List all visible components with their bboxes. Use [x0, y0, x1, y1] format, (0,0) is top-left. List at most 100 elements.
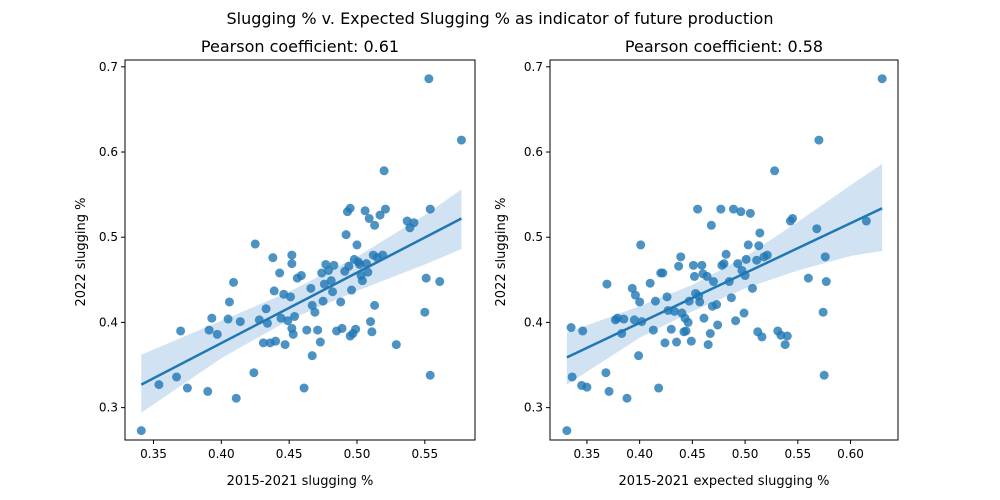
- left-data-point: [310, 307, 320, 317]
- right-confidence-band: [566, 163, 883, 385]
- left-data-point: [420, 307, 430, 317]
- right-data-point: [660, 338, 670, 348]
- left-y-tick-label: 0.3: [99, 401, 118, 415]
- left-y-tick-label: 0.6: [99, 145, 118, 159]
- right-data-point: [812, 224, 822, 234]
- left-data-point: [337, 323, 347, 333]
- left-data-point: [235, 317, 245, 327]
- right-data-point: [635, 297, 645, 307]
- left-x-tick-label: 0.45: [276, 447, 303, 461]
- left-axes-frame: [124, 59, 476, 441]
- right-data-point: [686, 336, 696, 346]
- left-data-point: [203, 386, 213, 396]
- right-axes-frame: [549, 59, 899, 441]
- right-data-point: [743, 240, 753, 250]
- right-plot-title: Pearson coefficient: 0.58: [625, 37, 823, 56]
- right-data-point: [782, 331, 792, 341]
- right-x-tick-label: 0.40: [626, 447, 653, 461]
- left-data-point: [279, 289, 289, 299]
- left-data-point: [154, 380, 164, 390]
- right-data-point: [703, 340, 713, 350]
- right-data-point: [716, 204, 726, 214]
- right-data-point: [601, 368, 611, 378]
- right-data-point: [681, 326, 691, 336]
- left-data-point: [456, 135, 466, 145]
- left-data-point: [296, 271, 306, 281]
- right-data-point: [602, 279, 612, 289]
- right-data-point: [719, 259, 729, 269]
- right-data-point: [726, 293, 736, 303]
- left-data-point: [212, 329, 222, 339]
- right-data-point: [689, 271, 699, 281]
- right-data-point: [788, 213, 798, 223]
- left-y-tick-label: 0.7: [99, 60, 118, 74]
- right-data-point: [702, 271, 712, 281]
- right-data-point: [688, 260, 698, 270]
- left-data-point: [379, 166, 389, 176]
- right-data-point: [713, 320, 723, 330]
- left-data-point: [370, 300, 380, 310]
- left-data-point: [283, 316, 293, 326]
- left-data-point: [224, 297, 234, 307]
- left-data-point: [329, 260, 339, 270]
- left-data-point: [421, 273, 431, 283]
- right-data-point: [582, 382, 592, 392]
- right-y-tick-label: 0.6: [524, 145, 543, 159]
- right-data-point: [820, 252, 830, 262]
- left-data-point: [345, 203, 355, 213]
- left-y-tick-label: 0.4: [99, 315, 118, 329]
- right-data-point: [669, 306, 679, 316]
- right-data-point: [757, 332, 767, 342]
- right-data-point: [762, 250, 772, 260]
- right-plot-ylabel: 2022 slugging %: [494, 198, 509, 307]
- left-data-point: [223, 314, 233, 324]
- right-data-point: [658, 268, 668, 278]
- left-regression-line: [140, 217, 463, 386]
- left-y-tick-label: 0.5: [99, 230, 118, 244]
- left-data-point: [409, 218, 419, 228]
- right-data-point: [622, 393, 632, 403]
- left-scatter-plot: Pearson coefficient: 0.61 2015-2021 slug…: [74, 37, 476, 489]
- right-data-point: [770, 166, 780, 176]
- right-data-point: [819, 370, 829, 380]
- left-data-point: [424, 74, 434, 84]
- right-x-tick-label: 0.45: [679, 447, 706, 461]
- left-data-point: [286, 292, 295, 302]
- left-data-point: [287, 259, 297, 269]
- left-data-point: [207, 313, 217, 323]
- left-data-point: [302, 325, 312, 335]
- left-plot-ylabel: 2022 slugging %: [74, 198, 89, 307]
- right-x-tick-label: 0.60: [837, 447, 864, 461]
- figure-suptitle: Slugging % v. Expected Slugging % as ind…: [227, 9, 774, 28]
- left-data-point: [288, 329, 298, 339]
- left-data-point: [425, 204, 435, 214]
- left-data-point: [231, 393, 241, 403]
- right-data-point: [731, 316, 741, 326]
- right-data-point: [814, 135, 824, 145]
- left-data-point: [306, 283, 316, 293]
- left-data-point: [319, 279, 329, 289]
- left-data-point: [182, 383, 192, 393]
- left-plot-xlabel: 2015-2021 slugging %: [227, 474, 374, 489]
- right-x-tick-label: 0.55: [784, 447, 811, 461]
- left-data-point: [355, 259, 365, 269]
- right-data-point: [666, 324, 676, 334]
- right-data-point: [697, 260, 707, 270]
- right-data-point: [648, 325, 658, 335]
- right-data-point: [705, 329, 715, 338]
- right-data-point: [566, 323, 576, 333]
- left-data-point: [367, 327, 377, 337]
- left-data-point: [229, 277, 239, 287]
- right-data-point: [654, 383, 664, 393]
- right-data-point: [877, 74, 887, 84]
- right-y-tick-label: 0.3: [524, 401, 543, 415]
- right-data-point: [755, 228, 765, 238]
- left-data-point: [336, 297, 346, 307]
- left-data-point: [287, 250, 297, 260]
- right-data-point: [650, 296, 660, 306]
- left-data-point: [176, 326, 186, 336]
- right-data-point: [821, 277, 831, 287]
- left-data-point: [391, 340, 401, 350]
- left-data-point: [136, 426, 146, 436]
